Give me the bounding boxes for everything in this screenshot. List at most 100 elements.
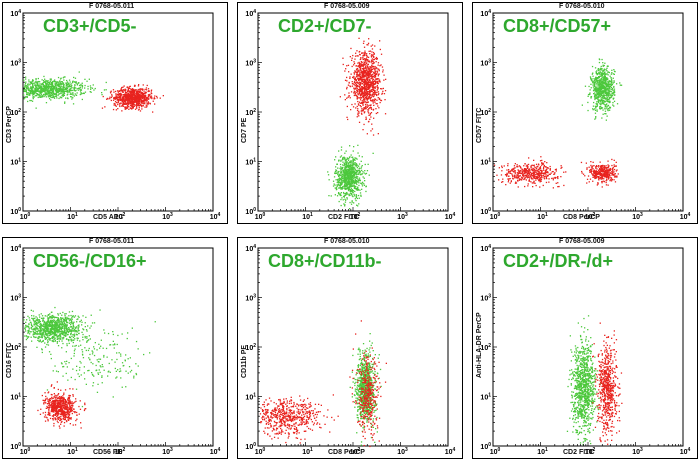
data-point (613, 173, 615, 175)
data-point (334, 172, 336, 175)
data-point (369, 84, 372, 87)
data-point (356, 186, 359, 188)
data-point (374, 68, 376, 70)
data-point (340, 194, 342, 197)
data-point (351, 165, 353, 168)
data-point (355, 165, 357, 167)
data-point (380, 99, 383, 102)
data-point (541, 172, 544, 174)
data-point (354, 83, 357, 85)
data-point (57, 90, 60, 92)
data-point (35, 79, 37, 81)
data-point (359, 91, 361, 93)
data-point (132, 88, 134, 90)
data-point (508, 178, 510, 180)
data-point (596, 101, 598, 103)
data-point (68, 79, 71, 81)
data-point (506, 174, 508, 176)
data-point (532, 176, 535, 178)
data-point (52, 85, 54, 87)
data-point (360, 97, 362, 99)
data-point (602, 62, 604, 64)
data-point (358, 51, 360, 53)
data-point (611, 92, 613, 95)
data-point (607, 175, 610, 177)
y-tick-label: 100 (245, 207, 256, 216)
data-point (146, 84, 148, 87)
data-point (113, 98, 116, 100)
data-point (612, 167, 614, 170)
data-point (374, 70, 376, 72)
data-point (594, 77, 597, 79)
data-point (358, 163, 361, 165)
data-point (344, 168, 346, 170)
data-point (365, 97, 367, 99)
data-point (593, 169, 595, 172)
plot-frame (492, 12, 684, 212)
data-point (348, 188, 350, 191)
data-point (71, 87, 73, 89)
data-point (517, 180, 519, 182)
data-point (346, 179, 348, 181)
data-point (347, 64, 350, 66)
data-point (353, 173, 356, 175)
data-point (367, 86, 369, 88)
data-point (61, 95, 63, 97)
data-point (382, 90, 384, 92)
data-point (121, 97, 123, 99)
data-point (53, 80, 55, 82)
data-point (518, 165, 520, 167)
data-point (368, 107, 370, 110)
data-point (138, 91, 141, 94)
data-point (594, 108, 596, 110)
data-point (111, 95, 113, 97)
data-point (610, 73, 612, 75)
chart-title: CD3+/CD5- (43, 16, 137, 36)
data-point (127, 98, 129, 100)
data-point (358, 37, 360, 39)
data-point (349, 188, 351, 191)
data-point (138, 84, 140, 86)
data-point (592, 161, 594, 163)
data-point (145, 98, 147, 100)
data-point (127, 98, 130, 100)
data-point (346, 88, 348, 90)
data-point (591, 65, 594, 68)
data-point (531, 164, 533, 166)
data-point (59, 92, 62, 94)
data-point (42, 84, 45, 86)
data-point (364, 61, 366, 64)
data-point (368, 66, 370, 68)
data-point (348, 194, 350, 196)
data-point (611, 164, 613, 167)
data-point (599, 92, 601, 94)
data-point (33, 88, 35, 90)
data-point (604, 78, 607, 80)
data-point (363, 76, 366, 78)
data-point (526, 172, 528, 174)
data-point (554, 172, 556, 174)
data-point (361, 83, 363, 85)
data-point (32, 82, 34, 85)
data-point (358, 168, 360, 170)
data-point (502, 178, 504, 180)
data-point (75, 81, 77, 83)
data-point (359, 92, 361, 94)
data-point (110, 90, 112, 92)
data-point (57, 89, 59, 91)
data-point (354, 71, 356, 73)
data-point (541, 175, 543, 177)
data-point (368, 70, 371, 72)
data-point (131, 100, 133, 102)
data-point (356, 171, 358, 173)
data-point (524, 171, 526, 173)
data-point (507, 178, 509, 180)
data-point (52, 93, 54, 95)
data-point (589, 178, 592, 180)
data-point (612, 73, 614, 75)
data-point (327, 174, 330, 176)
data-point (371, 95, 373, 97)
data-point (597, 101, 600, 103)
data-point (517, 175, 519, 177)
